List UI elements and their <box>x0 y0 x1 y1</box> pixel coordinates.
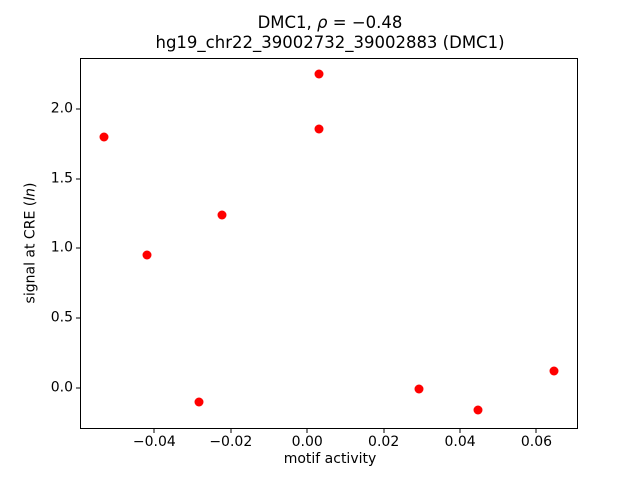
rho-symbol: ρ <box>317 13 328 32</box>
y-tick-mark <box>76 247 81 249</box>
x-tick-label: 0.04 <box>444 434 476 450</box>
y-tick-mark <box>76 317 81 319</box>
x-tick-mark <box>153 428 155 433</box>
x-tick-mark <box>459 428 461 433</box>
x-tick-mark <box>535 428 537 433</box>
data-point <box>142 250 152 260</box>
y-tick-mark <box>76 108 81 110</box>
data-point <box>314 69 324 79</box>
y-axis-label-prefix: signal at CRE ( <box>22 200 39 304</box>
y-tick-mark <box>76 178 81 180</box>
chart-title-line1: DMC1, ρ = −0.48 <box>81 13 579 33</box>
x-tick-label: 0.00 <box>291 434 323 450</box>
x-tick-label: 0.06 <box>520 434 553 450</box>
data-point <box>549 366 559 376</box>
data-point <box>473 405 483 415</box>
title-correlation-value: = −0.48 <box>327 13 403 32</box>
x-tick-label: −0.04 <box>132 434 176 450</box>
y-tick-label: 1.0 <box>50 239 73 256</box>
chart-title: DMC1, ρ = −0.48 hg19_chr22_39002732_3900… <box>81 13 579 53</box>
y-tick-mark <box>76 387 81 389</box>
plot-area: −0.04 −0.02 0.00 0.02 0.04 0.06 0.0 0.5 1.0 1.5 2.… <box>51 58 578 450</box>
x-tick-mark <box>383 428 385 433</box>
data-point <box>314 124 324 134</box>
data-point <box>99 132 109 142</box>
y-axis-label-suffix: ) <box>22 182 39 189</box>
x-tick-mark <box>306 428 308 433</box>
data-point <box>217 210 227 220</box>
y-axis-label: signal at CRE (ln) <box>23 183 40 304</box>
x-tick-mark <box>230 428 232 433</box>
x-axis-label: motif activity <box>283 451 377 467</box>
y-tick-label: 0.5 <box>50 309 73 326</box>
y-axis-label-ln: ln <box>22 188 39 201</box>
title-text-prefix: DMC1, <box>257 13 318 32</box>
y-tick-label: 1.5 <box>50 170 73 187</box>
data-point <box>194 397 204 407</box>
x-tick-label: −0.02 <box>209 434 253 450</box>
y-tick-label: 2.0 <box>50 100 73 117</box>
chart-subtitle: hg19_chr22_39002732_39002883 (DMC1) <box>155 32 505 52</box>
y-tick-label: 0.0 <box>50 379 73 396</box>
data-point <box>414 384 424 394</box>
x-tick-label: 0.02 <box>368 434 400 450</box>
